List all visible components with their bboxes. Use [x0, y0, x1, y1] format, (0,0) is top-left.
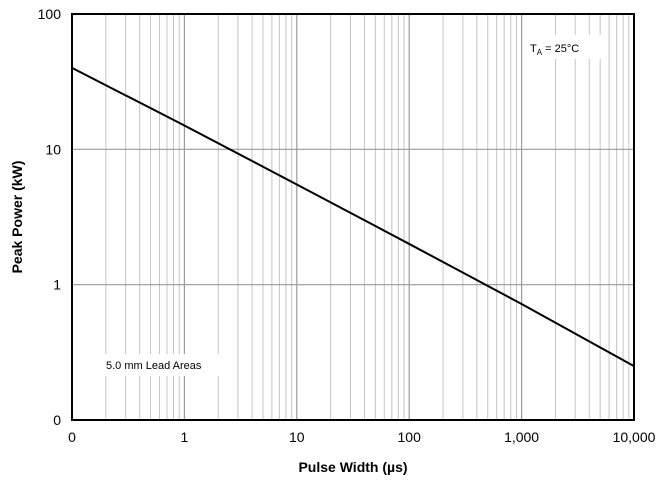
lead-area-annotation-text: 5.0 mm Lead Areas: [106, 360, 202, 372]
y-tick-label: 100: [38, 6, 62, 22]
y-tick-label: 1: [53, 277, 61, 293]
y-tick-labels: 0 1 10 100: [38, 6, 62, 428]
x-tick-label: 1: [181, 429, 189, 445]
temperature-annotation-text: TA = 25°C: [530, 43, 579, 57]
temperature-annotation-box: [525, 35, 607, 59]
x-tick-label: 1,000: [504, 429, 539, 445]
series-layer: [71, 66, 635, 368]
y-tick-label: 10: [45, 141, 61, 157]
x-tick-label: 100: [398, 429, 422, 445]
y-tick-label: 0: [53, 412, 61, 428]
x-axis-title: Pulse Width (µs): [298, 459, 407, 475]
x-tick-labels: 0 1 10 100 1,000 10,000: [68, 429, 656, 445]
series-line-0: [71, 66, 635, 368]
x-tick-label: 0: [68, 429, 76, 445]
y-axis-title: Peak Power (kW): [9, 161, 25, 274]
temperature-annotation: TA = 25°C: [525, 35, 607, 59]
x-tick-label: 10: [289, 429, 305, 445]
plot-frame: [71, 13, 635, 421]
x-tick-label: 10,000: [613, 429, 656, 445]
lead-area-annotation: 5.0 mm Lead Areas: [101, 354, 229, 376]
lead-area-annotation-box: [101, 354, 229, 376]
